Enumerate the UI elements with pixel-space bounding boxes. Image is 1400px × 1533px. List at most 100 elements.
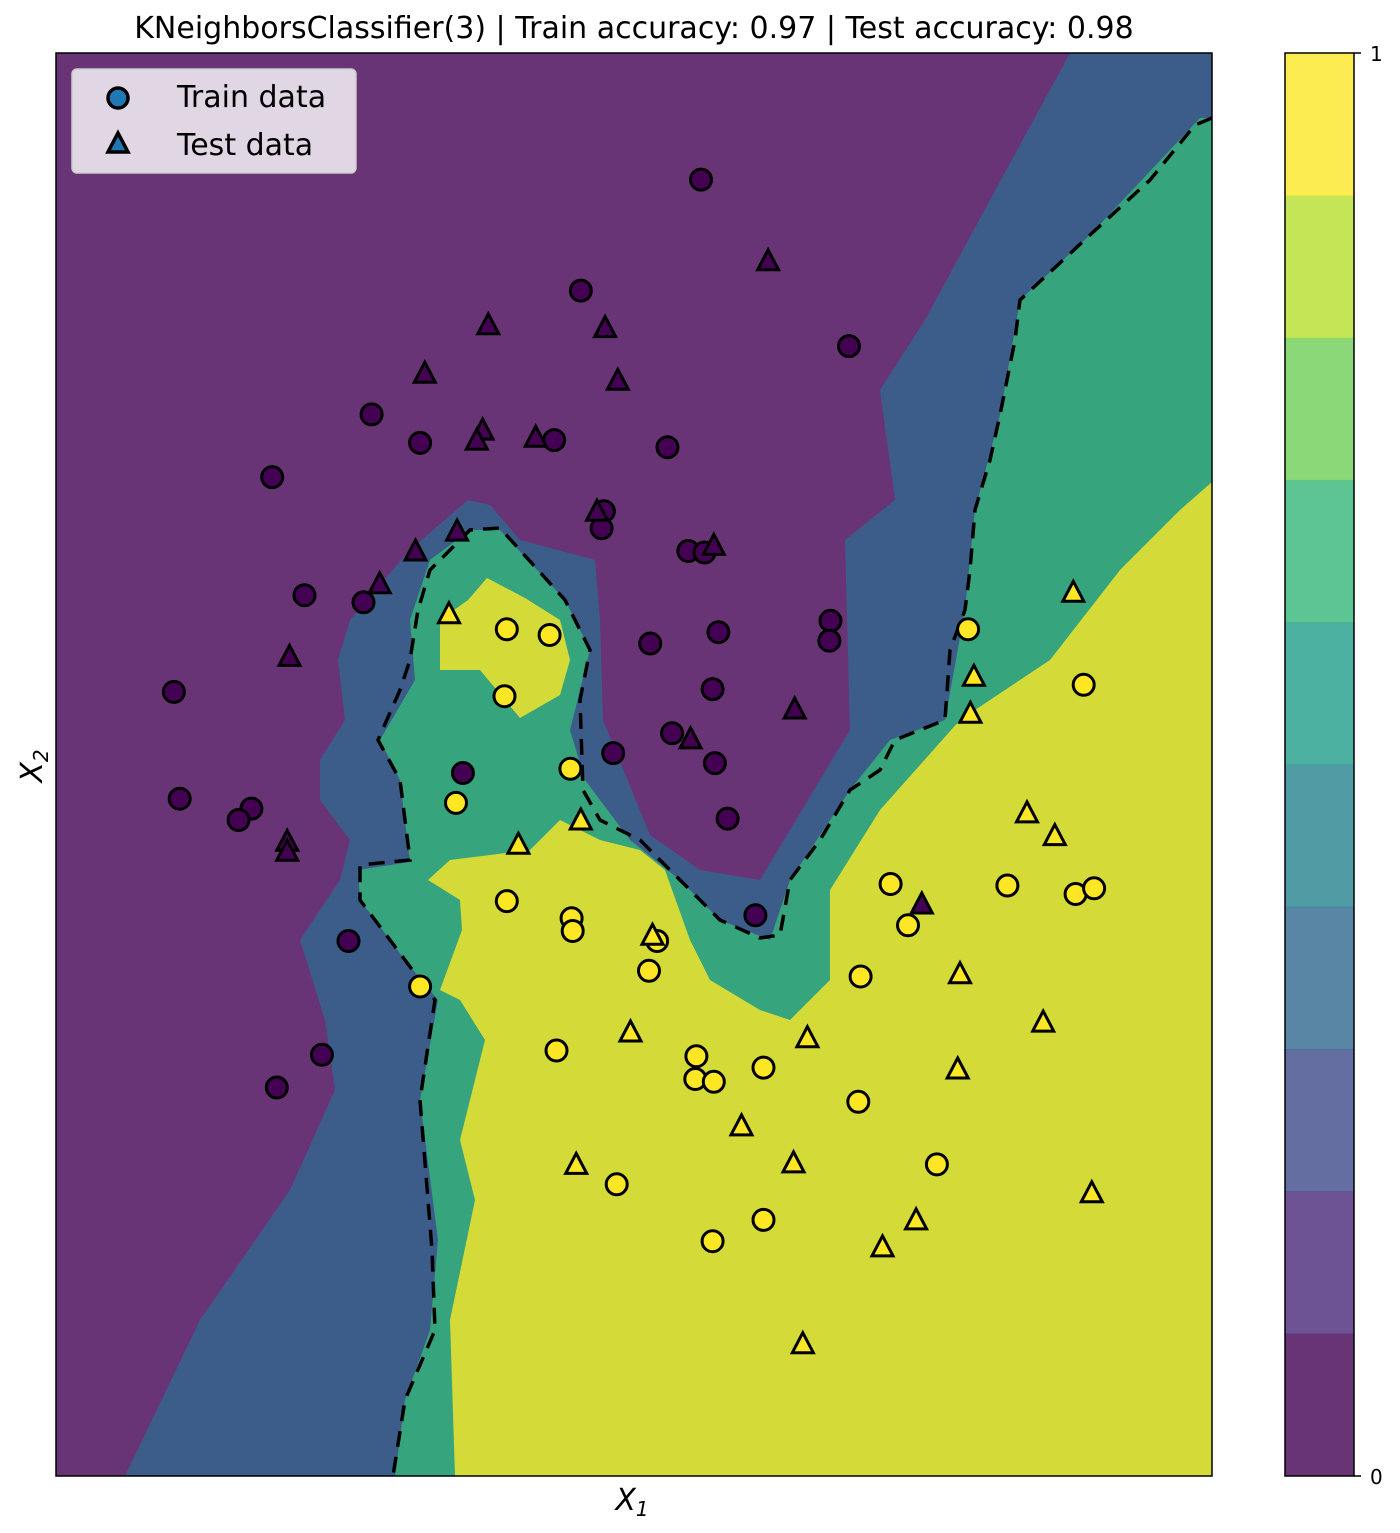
test-point-class1-25 [1014,798,1040,824]
train-point-class0-18 [161,679,186,704]
train-point-class0-29 [336,929,361,953]
train-point-class1-38 [444,790,468,815]
train-point-class1-57 [924,1152,949,1177]
colorbar-band-2 [1285,1049,1354,1192]
test-point-class0-13 [276,642,303,667]
legend-box [71,68,357,174]
test-point-class0-3 [411,358,438,384]
decision-boundary [358,116,1212,1476]
train-point-class1-55 [701,1069,726,1094]
train-point-class1-39 [878,872,903,896]
plot-frame [55,52,1213,1477]
test-markers [274,246,1105,1355]
train-point-class0-17 [638,631,663,656]
train-point-class0-6 [655,435,680,460]
test-point-class0-7 [522,422,549,448]
colorbar-band-4 [1285,764,1354,908]
train-point-class1-58 [604,1172,629,1197]
train-point-class1-40 [995,873,1020,898]
test-point-class1-26 [1041,821,1068,847]
train-point-class1-36 [492,684,517,709]
test-point-class0-15 [677,724,704,750]
test-point-class0-6 [463,425,490,451]
test-point-class1-36 [1078,1178,1105,1204]
test-point-class0-0 [755,246,782,272]
train-point-class1-48 [637,958,661,983]
train-point-class0-14 [818,608,843,633]
test-point-class1-39 [789,1329,816,1355]
train-point-class0-19 [700,677,725,702]
test-point-class1-33 [728,1111,755,1137]
train-point-class1-60 [700,1229,725,1254]
test-point-class1-19 [436,599,462,625]
test-point-class0-10 [402,536,429,562]
legend-circle-marker [106,86,130,110]
colorbar-band-3 [1285,906,1354,1050]
train-point-class0-1 [568,278,593,303]
train-point-class0-13 [292,583,317,608]
train-point-class1-46 [896,913,920,938]
train-point-class0-2 [837,334,861,359]
train-point-class0-28 [743,903,768,928]
y-axis-label: X2 [15,749,53,784]
legend-label-train: Train data [176,80,326,115]
test-point-class0-12 [366,569,393,595]
colorbar-tick-label-0: 0 [1370,1465,1383,1489]
colorbar-band-9 [1285,53,1354,196]
test-point-class0-11 [700,531,727,556]
test-point-class1-38 [869,1232,896,1258]
test-point-class1-28 [947,959,973,985]
test-point-class1-21 [960,662,987,687]
test-point-class0-8 [584,496,610,522]
train-point-class1-32 [537,623,562,647]
legend: Train data Test data [71,68,357,174]
train-point-class1-50 [408,974,433,999]
train-point-class1-33 [956,617,981,642]
test-point-class0-17 [274,837,301,862]
test-point-class1-30 [1030,1007,1057,1033]
train-point-class1-37 [558,756,583,781]
train-point-class0-7 [260,465,285,490]
plot-area [55,52,1213,1477]
colorbar-band-8 [1285,195,1354,339]
test-point-class0-4 [604,366,631,391]
train-point-class1-45 [560,919,585,943]
decision-surface [56,53,1212,1476]
train-point-class0-22 [601,741,626,766]
train-point-class1-35 [1071,672,1096,697]
colorbar-frame [1284,52,1355,1477]
train-point-class1-43 [1082,876,1107,901]
train-point-class0-3 [359,402,384,427]
test-point-class0-2 [592,313,619,339]
colorbar-band-1 [1285,1191,1354,1335]
train-point-class1-53 [751,1055,776,1080]
train-point-class1-59 [751,1207,776,1232]
train-point-class1-52 [684,1044,709,1069]
train-point-class0-30 [309,1042,334,1067]
train-point-class1-34 [494,617,519,642]
colorbar-band-6 [1285,479,1354,623]
colorbar-bands [1285,53,1354,1477]
test-point-class1-23 [567,805,594,831]
colorbar-band-0 [1285,1333,1354,1477]
test-point-class1-32 [944,1054,971,1080]
train-point-class0-15 [817,628,842,653]
train-point-class1-56 [846,1089,871,1114]
x-axis-label: X1 [613,1483,648,1521]
train-point-class0-24 [167,786,192,811]
test-point-class0-14 [781,694,808,720]
train-point-class1-51 [544,1038,569,1063]
train-point-class0-27 [715,806,740,831]
test-point-class1-31 [794,1023,821,1049]
region-class-1 [428,482,1212,1476]
test-point-class0-18 [908,889,935,915]
test-point-class1-29 [617,1017,644,1043]
colorbar-band-5 [1285,622,1354,765]
chart-title: KNeighborsClassifier(3) | Train accuracy… [134,11,1133,46]
test-point-class0-9 [444,516,471,542]
test-point-class1-22 [957,699,984,724]
colorbar-band-7 [1285,337,1354,481]
train-point-class0-26 [226,808,251,832]
test-point-class0-1 [475,310,502,336]
